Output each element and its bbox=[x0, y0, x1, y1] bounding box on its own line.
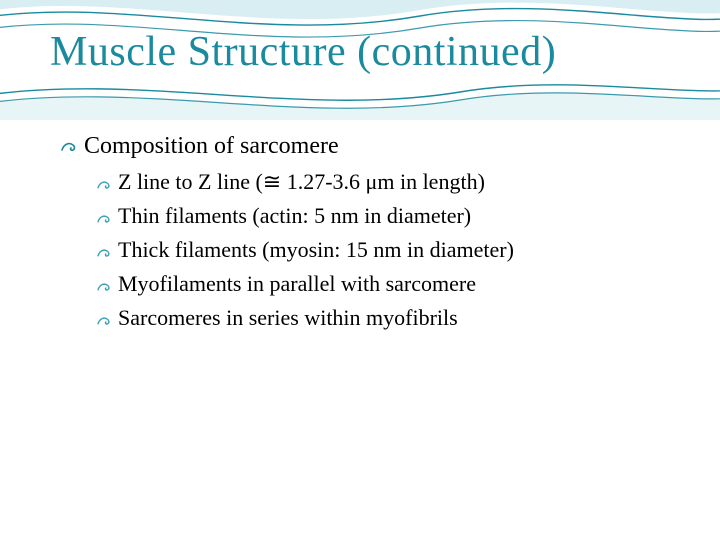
bullet-text: Thin filaments (actin: 5 nm in diameter) bbox=[118, 201, 680, 231]
bullet-curl-icon bbox=[60, 136, 80, 163]
list-item: Sarcomeres in series within myofibrils bbox=[96, 303, 680, 335]
bullet-curl-icon bbox=[96, 309, 114, 335]
list-item: Thick filaments (myosin: 15 nm in diamet… bbox=[96, 235, 680, 267]
bullet-text: Z line to Z line (≅ 1.27-3.6 μm in lengt… bbox=[118, 167, 680, 197]
bullet-curl-icon bbox=[96, 173, 114, 199]
content-area: Composition of sarcomere Z line to Z lin… bbox=[60, 130, 680, 337]
bullet-curl-icon bbox=[96, 241, 114, 267]
list-item: Myofilaments in parallel with sarcomere bbox=[96, 269, 680, 301]
bullet-text: Thick filaments (myosin: 15 nm in diamet… bbox=[118, 235, 680, 265]
wave-line-3 bbox=[0, 85, 720, 100]
bullet-curl-icon bbox=[96, 207, 114, 233]
wave-line-1 bbox=[0, 9, 720, 25]
wave-fill-bottom bbox=[0, 93, 720, 120]
bullet-text: Sarcomeres in series within myofibrils bbox=[118, 303, 680, 333]
page-title: Muscle Structure (continued) bbox=[50, 28, 690, 76]
list-item: Composition of sarcomere bbox=[60, 130, 680, 163]
list-item: Z line to Z line (≅ 1.27-3.6 μm in lengt… bbox=[96, 167, 680, 199]
bullet-curl-icon bbox=[96, 275, 114, 301]
bullet-text: Myofilaments in parallel with sarcomere bbox=[118, 269, 680, 299]
wave-line-4 bbox=[0, 93, 720, 108]
bullet-text: Composition of sarcomere bbox=[84, 130, 680, 162]
wave-fill-top bbox=[0, 0, 720, 19]
list-item: Thin filaments (actin: 5 nm in diameter) bbox=[96, 201, 680, 233]
